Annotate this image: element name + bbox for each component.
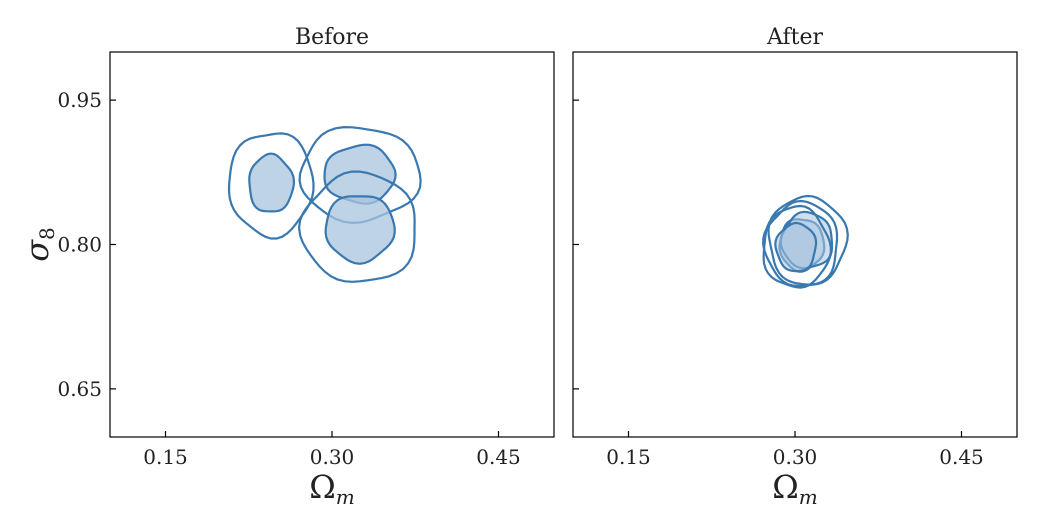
x-axis-label: Ωm — [772, 468, 818, 509]
inner-contour — [774, 221, 818, 273]
y-tick-label: 0.80 — [57, 233, 102, 257]
x-tick-label: 0.30 — [310, 445, 355, 469]
outer-contour — [297, 170, 416, 283]
y-tick-label: 0.95 — [57, 88, 102, 112]
inner-contour — [248, 152, 295, 213]
inner-contour — [324, 195, 396, 265]
y-tick-label: 0.65 — [57, 377, 102, 401]
contours — [227, 125, 422, 283]
x-tick-label: 0.15 — [143, 445, 188, 469]
x-tick-label: 0.45 — [476, 445, 521, 469]
x-axis-label: Ωm — [309, 468, 355, 509]
panel-after: After 0.15 0.30 0.45 Ωm — [572, 25, 1018, 509]
x-tick-label: 0.30 — [773, 445, 818, 469]
panel-title: Before — [295, 25, 369, 50]
inner-contour — [323, 143, 397, 205]
contours — [762, 194, 849, 289]
panel-title: After — [766, 25, 824, 50]
panel-before: Before 0.15 0.30 0.45 0.65 0.80 0.95 Ωm σ8 — [18, 25, 555, 509]
outer-contour — [767, 194, 849, 286]
outer-contour — [227, 132, 315, 240]
x-tick-label: 0.15 — [606, 445, 651, 469]
outer-contour — [762, 204, 832, 289]
x-tick-label: 0.45 — [939, 445, 984, 469]
y-axis-label: σ8 — [18, 227, 59, 262]
